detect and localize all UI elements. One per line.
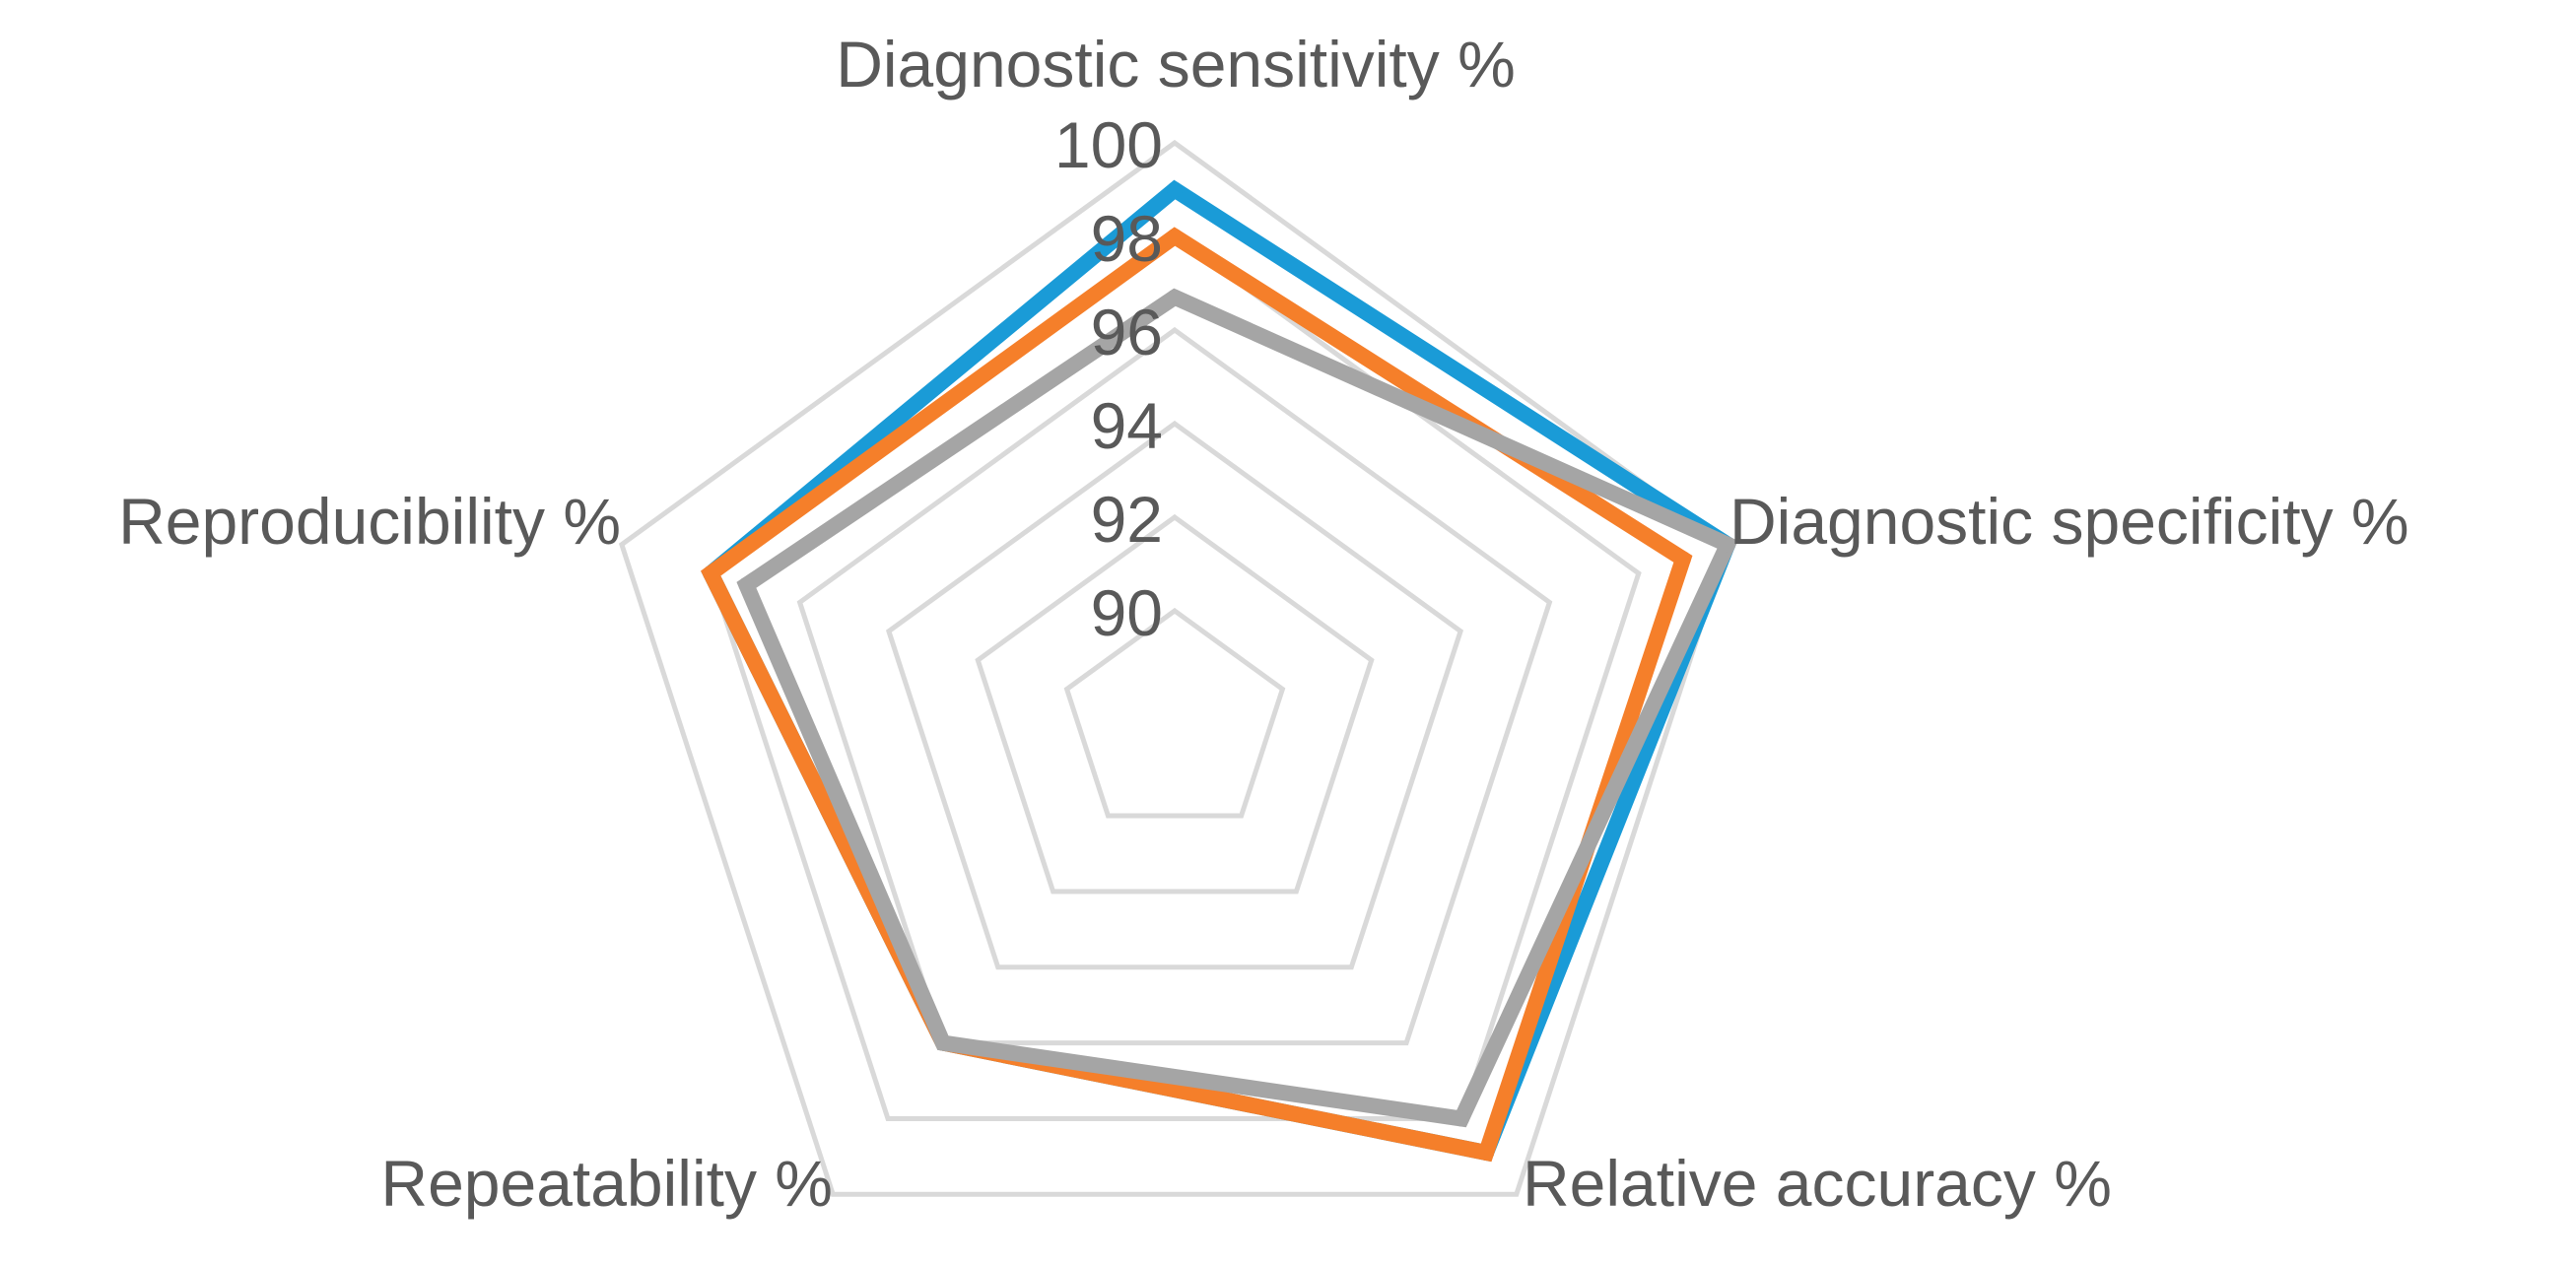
tick-label-100: 100 [1054, 108, 1163, 181]
axis-label-relative-accuracy: Relative accuracy % [1523, 1147, 2112, 1220]
axis-label-diagnostic-sensitivity: Diagnostic sensitivity % [836, 28, 1516, 100]
series-layer [701, 179, 1738, 1163]
gridline-90 [1063, 607, 1286, 819]
series-2-point-3 [1478, 1145, 1495, 1161]
series-3-point-2 [1720, 536, 1736, 553]
tick-label-96: 96 [1091, 296, 1163, 368]
tick-label-92: 92 [1091, 483, 1163, 556]
gridline-94 [885, 420, 1464, 970]
series-3-point-1 [1167, 289, 1183, 305]
gridline-92 [975, 513, 1375, 895]
series-2-point-5 [703, 565, 719, 581]
series-3-point-3 [1454, 1110, 1469, 1127]
axis-labels: Diagnostic sensitivity % Diagnostic spec… [118, 28, 2408, 1220]
series-2-point-2 [1674, 551, 1691, 567]
tick-label-90: 90 [1091, 576, 1163, 649]
series-line-3 [736, 288, 1738, 1128]
tick-labels: 90 92 94 96 98 100 [1054, 108, 1163, 649]
series-3-point-4 [934, 1034, 951, 1051]
axis-label-repeatability: Repeatability % [380, 1147, 833, 1220]
axis-label-reproducibility: Reproducibility % [118, 485, 621, 558]
gridline-96 [796, 326, 1553, 1046]
series-2-point-1 [1167, 229, 1183, 244]
series-3-point-5 [738, 576, 755, 593]
tick-label-94: 94 [1091, 389, 1163, 462]
series-1-point-1 [1167, 181, 1183, 198]
gridline-98 [708, 233, 1642, 1121]
axis-label-diagnostic-specificity: Diagnostic specificity % [1729, 485, 2409, 558]
tick-label-98: 98 [1091, 202, 1163, 275]
series-line-2 [701, 227, 1693, 1163]
